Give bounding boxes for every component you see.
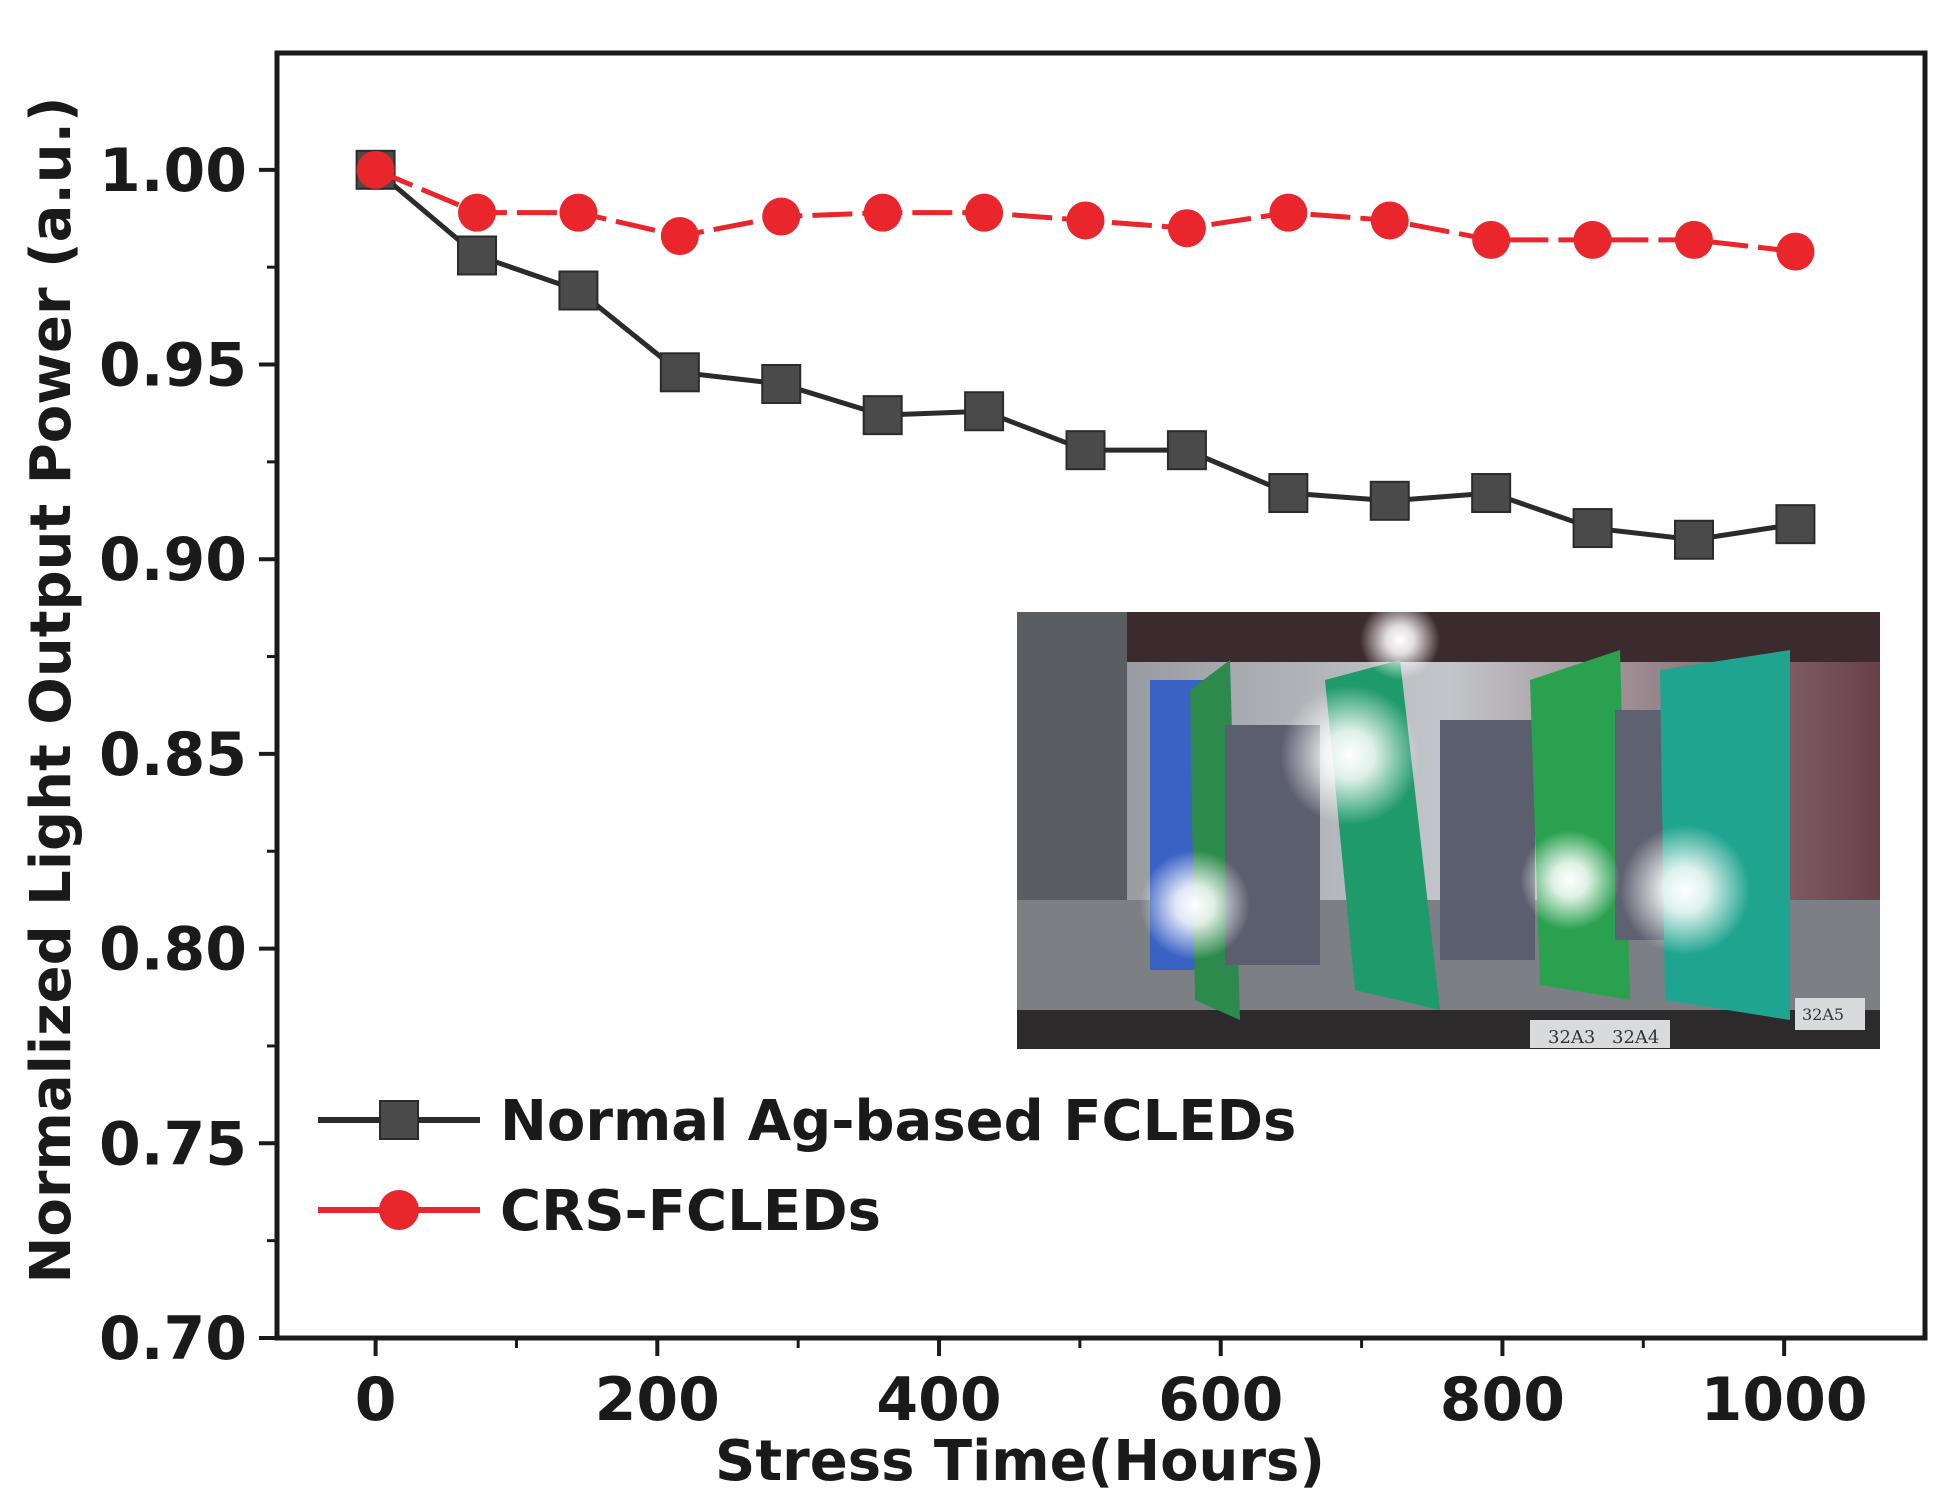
data-point-crs — [1370, 201, 1409, 240]
x-axis-title: Stress Time(Hours) — [715, 1429, 1325, 1494]
data-point-normal — [1065, 430, 1106, 471]
x-tick-label: 800 — [1440, 1365, 1565, 1435]
data-point-crs — [1269, 193, 1308, 232]
data-point-normal — [1471, 473, 1512, 514]
inset-label-32a5: 32A5 — [1802, 1005, 1844, 1024]
x-tick-label: 600 — [1158, 1365, 1283, 1435]
data-point-crs — [863, 193, 902, 232]
data-point-normal — [1166, 430, 1207, 471]
series-layer — [355, 149, 1816, 560]
inset-label-32a4: 32A4 — [1612, 1027, 1659, 1048]
data-point-crs — [1776, 232, 1815, 271]
data-point-normal — [558, 270, 599, 311]
data-point-crs — [1472, 220, 1511, 259]
data-point-normal — [457, 235, 498, 276]
legend-label-normal: Normal Ag-based FCLEDs — [500, 1089, 1296, 1154]
data-point-normal — [1268, 473, 1309, 514]
data-point-normal — [659, 352, 700, 393]
data-point-crs — [1573, 220, 1612, 259]
y-axis: 0.70 0.75 0.80 0.85 0.90 0.95 1.00 — [99, 136, 277, 1374]
legend-label-crs: CRS-FCLEDs — [500, 1179, 881, 1244]
x-tick-label: 0 — [355, 1365, 397, 1435]
x-tick-label: 400 — [876, 1365, 1001, 1435]
legend: Normal Ag-based FCLEDs CRS-FCLEDs — [318, 1089, 1296, 1244]
data-point-crs — [1066, 201, 1105, 240]
inset-photo: 32A3 32A4 32A5 — [1017, 600, 1880, 1049]
data-point-normal — [862, 395, 903, 436]
x-tick-label: 1000 — [1701, 1365, 1868, 1435]
data-point-normal — [964, 391, 1005, 432]
y-tick-label: 1.00 — [99, 136, 247, 206]
y-tick-label: 0.95 — [99, 331, 247, 401]
data-point-crs — [559, 193, 598, 232]
legend-marker-crs — [379, 1190, 419, 1230]
data-point-normal — [761, 363, 802, 404]
data-point-crs — [965, 193, 1004, 232]
y-tick-label: 0.85 — [99, 720, 247, 790]
legend-marker-normal — [379, 1100, 419, 1140]
y-tick-label: 0.75 — [99, 1109, 247, 1179]
y-axis-title: Normalized Light Output Power (a.u.) — [19, 97, 84, 1284]
x-tick-label: 200 — [595, 1365, 720, 1435]
data-point-normal — [1673, 519, 1714, 560]
y-tick-label: 0.70 — [99, 1304, 247, 1374]
x-axis: 0 200 400 600 800 1000 — [355, 1338, 1868, 1435]
data-point-crs — [1674, 220, 1713, 259]
data-point-crs — [762, 197, 801, 236]
y-tick-label: 0.80 — [99, 915, 247, 985]
data-point-normal — [1775, 504, 1816, 545]
data-point-crs — [1167, 209, 1206, 248]
data-point-normal — [1572, 508, 1613, 549]
inset-label-32a3: 32A3 — [1548, 1027, 1595, 1048]
data-point-normal — [1369, 480, 1410, 521]
y-tick-label: 0.90 — [99, 525, 247, 595]
data-point-crs — [356, 150, 395, 189]
data-point-crs — [458, 193, 497, 232]
data-point-crs — [660, 217, 699, 256]
